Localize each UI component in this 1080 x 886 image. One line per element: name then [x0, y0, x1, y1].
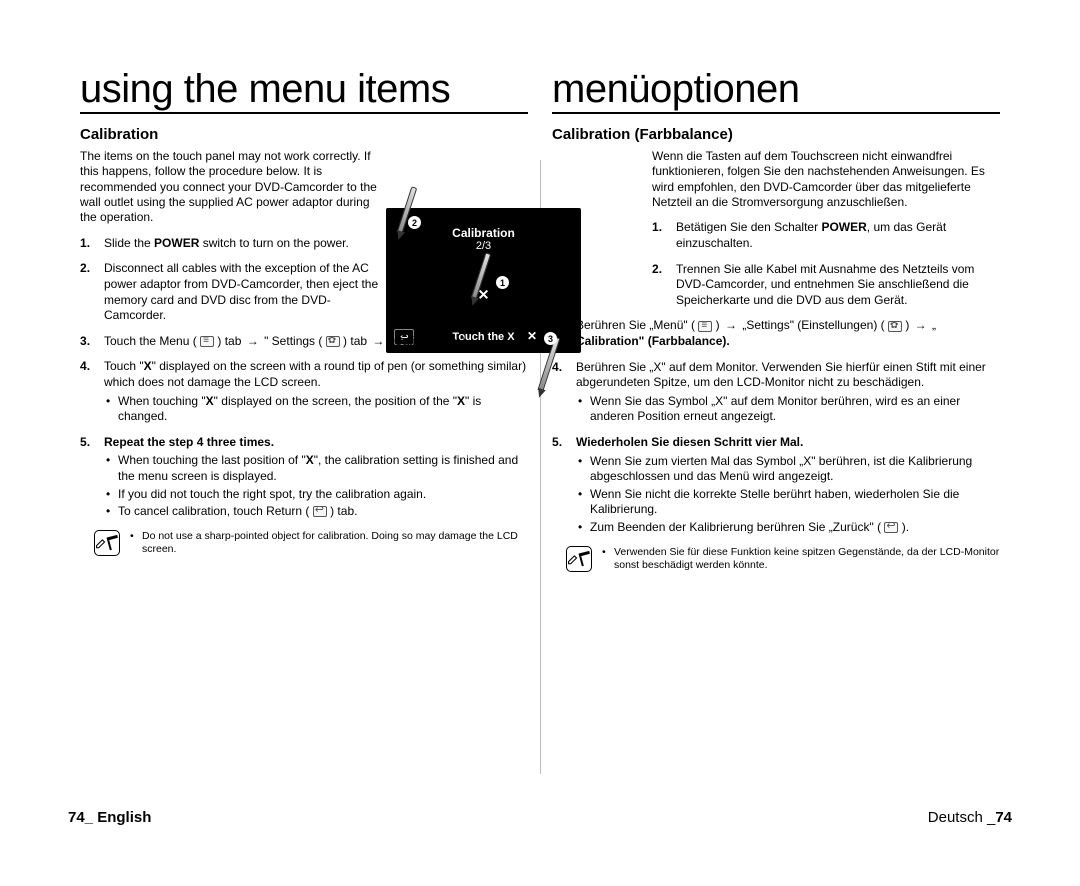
sub-text: When touching the last position of ": [118, 453, 306, 467]
menu-tab-icon: [200, 336, 214, 347]
step-5: Repeat the step 4 three times. When touc…: [80, 435, 528, 520]
power-label: POWER: [821, 220, 866, 234]
x-label: X: [206, 394, 214, 408]
sub-text: ) tab.: [327, 504, 358, 518]
step-text: ": [386, 334, 394, 348]
arrow-icon: →: [723, 318, 739, 332]
step-text: „: [929, 318, 936, 332]
arrow-icon: →: [913, 318, 929, 332]
step-5-heading: Wiederholen Sie diesen Schritt vier Mal.: [576, 435, 803, 449]
step-5-heading: Repeat the step 4 three times.: [104, 435, 274, 449]
left-column: using the menu items Calibration The ite…: [68, 68, 540, 826]
pencil-icon: [95, 534, 108, 552]
step-text: Betätigen Sie den Schalter: [676, 220, 821, 234]
x-label: X: [457, 394, 465, 408]
sub-item: To cancel calibration, touch Return ( ) …: [104, 504, 528, 520]
right-intro-text: Wenn die Tasten auf dem Touchscreen nich…: [552, 149, 1000, 210]
footer-page-num: 74: [995, 809, 1012, 826]
sub-item: Wenn Sie nicht die korrekte Stelle berüh…: [576, 487, 1000, 518]
x-target-icon: ✕: [527, 329, 537, 343]
sub-text: To cancel calibration, touch Return (: [118, 504, 313, 518]
return-icon: [884, 522, 898, 533]
page-spread: using the menu items Calibration The ite…: [68, 68, 1012, 826]
calibration-label: Calibration" (Farbbalance).: [576, 334, 730, 348]
step-3: Touch the Menu ( ) tab → " Settings ( ) …: [80, 334, 528, 350]
step-4-sublist: When touching "X" displayed on the scree…: [104, 394, 528, 425]
step-1: Betätigen Sie den Schalter POWER, um das…: [652, 220, 1000, 251]
step-text: " Settings (: [261, 334, 326, 348]
sub-item: Zum Beenden der Kalibrierung berühren Si…: [576, 520, 1000, 536]
page-footer: 74_ English Deutsch _74: [68, 809, 1012, 826]
step-text: ): [712, 318, 723, 332]
sub-item: When touching "X" displayed on the scree…: [104, 394, 528, 425]
step-2: Trennen Sie alle Kabel mit Ausnahme des …: [652, 262, 1000, 309]
left-title: using the menu items: [80, 68, 528, 114]
sub-text: " displayed on the screen, the position …: [214, 394, 457, 408]
step-1: Slide the POWER switch to turn on the po…: [80, 236, 380, 252]
step-5-sublist: Wenn Sie zum vierten Mal das Symbol „X" …: [576, 454, 1000, 536]
pencil-icon: [567, 550, 580, 568]
settings-tab-icon: [326, 336, 340, 347]
right-steps-list-top: Betätigen Sie den Schalter POWER, um das…: [552, 220, 1000, 308]
footer-english: 74_ English: [68, 809, 151, 826]
left-intro-text: The items on the touch panel may not wor…: [80, 149, 380, 226]
step-5-sublist: When touching the last position of "X", …: [104, 453, 528, 519]
step-4: Touch "X" displayed on the screen with a…: [80, 359, 528, 424]
right-column: menüoptionen Calibration (Farbbalance) W…: [540, 68, 1012, 826]
step-text: ": [460, 334, 464, 348]
arrow-icon: →: [245, 334, 261, 348]
step-3: Berühren Sie „Menü" ( ) → „Settings" (Ei…: [552, 318, 1000, 349]
x-label: X: [144, 359, 152, 373]
left-section-heading: Calibration: [80, 126, 528, 143]
sub-text: ).: [898, 520, 909, 534]
sub-item: When touching the last position of "X", …: [104, 453, 528, 484]
footer-deutsch: Deutsch _74: [928, 809, 1012, 826]
step-text: Slide the: [104, 236, 154, 250]
step-2: Disconnect all cables with the exception…: [80, 261, 380, 323]
step-text: Berühren Sie „Menü" (: [576, 318, 698, 332]
return-icon: [313, 506, 327, 517]
step-text: ) tab: [214, 334, 245, 348]
step-4-sublist: Wenn Sie das Symbol „X" auf dem Monitor …: [576, 394, 1000, 425]
right-steps-list-bottom: Berühren Sie „Menü" ( ) → „Settings" (Ei…: [552, 318, 1000, 535]
step-text: switch to turn on the power.: [199, 236, 348, 250]
x-label: X: [306, 453, 314, 467]
power-label: POWER: [154, 236, 199, 250]
sub-text: When touching ": [118, 394, 206, 408]
sub-item: If you did not touch the right spot, try…: [104, 487, 528, 503]
sub-text: Zum Beenden der Kalibrierung berühren Si…: [590, 520, 884, 534]
right-note-text: Verwenden Sie für diese Funktion keine s…: [602, 546, 1000, 573]
step-text: ) tab: [340, 334, 371, 348]
step-4: Berühren Sie „X" auf dem Monitor. Verwen…: [552, 360, 1000, 425]
calibration-label: Calibration.: [394, 334, 460, 348]
callout-1: 1: [496, 276, 509, 289]
right-section-heading: Calibration (Farbbalance): [552, 126, 1000, 143]
step-text: ): [902, 318, 913, 332]
sub-item: Wenn Sie das Symbol „X" auf dem Monitor …: [576, 394, 1000, 425]
settings-tab-icon: [888, 321, 902, 332]
note-icon: [94, 530, 120, 556]
step-text: Touch the Menu (: [104, 334, 200, 348]
footer-lang: Deutsch _: [928, 809, 996, 826]
left-note-text: Do not use a sharp-pointed object for ca…: [130, 530, 528, 557]
x-target-icon: ✕: [478, 287, 490, 304]
step-5: Wiederholen Sie diesen Schritt vier Mal.…: [552, 435, 1000, 536]
sub-item: Wenn Sie zum vierten Mal das Symbol „X" …: [576, 454, 1000, 485]
step-text: " displayed on the screen with a round t…: [104, 359, 526, 389]
menu-tab-icon: [698, 321, 712, 332]
step-text: „Settings" (Einstellungen) (: [739, 318, 888, 332]
right-note-box: Verwenden Sie für diese Funktion keine s…: [552, 546, 1000, 573]
step-text: Touch ": [104, 359, 144, 373]
step-text: Berühren Sie „X" auf dem Monitor. Verwen…: [576, 360, 986, 390]
note-icon: [566, 546, 592, 572]
right-title: menüoptionen: [552, 68, 1000, 114]
left-note-box: Do not use a sharp-pointed object for ca…: [80, 530, 528, 557]
arrow-icon: →: [370, 334, 386, 348]
